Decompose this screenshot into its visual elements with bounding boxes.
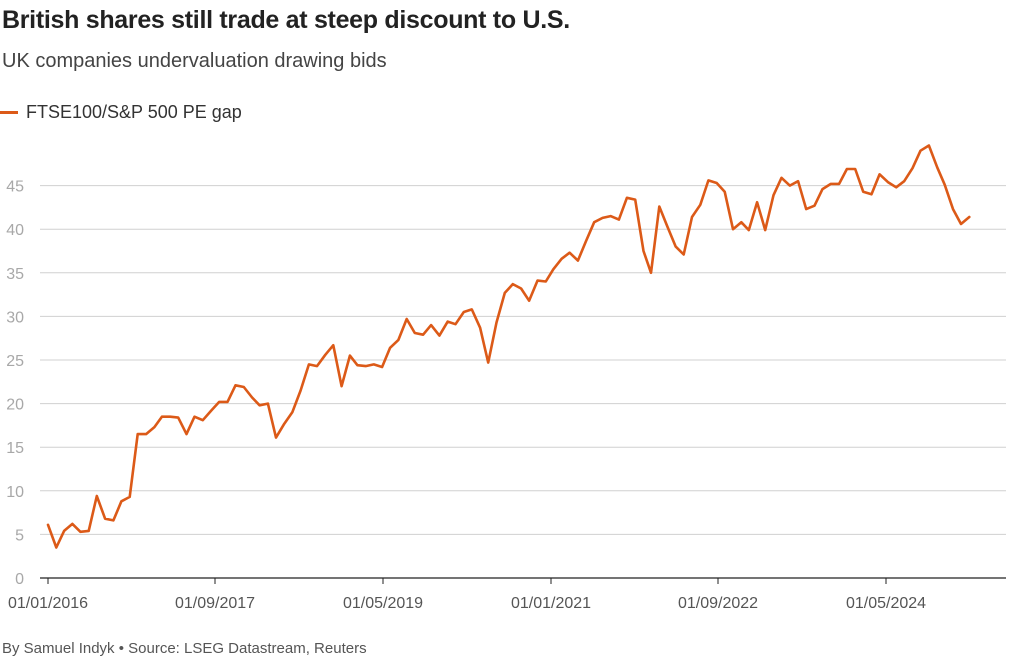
legend-swatch <box>0 110 18 114</box>
y-tick-label: 20 <box>6 397 24 414</box>
y-tick-label: 0 <box>15 571 24 588</box>
series-layer <box>46 144 971 549</box>
gridlines <box>40 185 1006 535</box>
legend: FTSE100/S&P 500 PE gap <box>0 100 242 124</box>
y-tick-label: 45 <box>6 179 24 196</box>
x-tick-label: 01/05/2019 <box>343 595 423 612</box>
x-tick-label: 01/09/2022 <box>678 595 758 612</box>
y-tick-label: 5 <box>15 527 24 544</box>
x-tick-label: 01/01/2016 <box>8 595 88 612</box>
y-tick-label: 25 <box>6 353 24 370</box>
legend-label: FTSE100/S&P 500 PE gap <box>26 101 242 122</box>
y-tick-label: 30 <box>6 309 24 326</box>
x-tick-label: 01/01/2021 <box>511 595 591 612</box>
x-tick-label: 01/09/2017 <box>175 595 255 612</box>
y-tick-label: 35 <box>6 266 24 283</box>
y-tick-label: 40 <box>6 222 24 239</box>
footer-credit: By Samuel Indyk • Source: LSEG Datastrea… <box>2 640 367 657</box>
x-tick-label: 01/05/2024 <box>846 595 926 612</box>
series-line <box>46 144 971 549</box>
y-axis-ticks: 0 5 10 15 20 25 30 35 40 45 <box>6 179 24 588</box>
chart-title: British shares still trade at steep disc… <box>2 6 570 34</box>
y-tick-label: 10 <box>6 484 24 501</box>
x-axis-ticks: 01/01/2016 01/09/2017 01/05/2019 01/01/2021… <box>8 578 926 612</box>
y-tick-label: 15 <box>6 440 24 457</box>
chart-subtitle: UK companies undervaluation drawing bids <box>2 50 387 72</box>
